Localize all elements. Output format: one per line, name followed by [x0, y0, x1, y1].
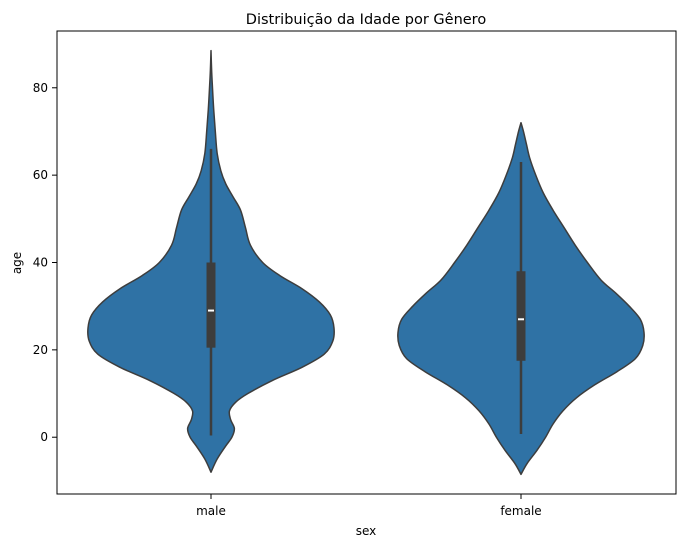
x-axis-ticks: male female [196, 494, 542, 518]
violin-layer [87, 49, 645, 476]
x-tick-label-female: female [500, 504, 541, 518]
y-axis-label: age [10, 252, 24, 274]
violin-female [397, 121, 645, 476]
iqr-box-female [516, 271, 526, 361]
violin-male [87, 49, 335, 473]
y-tick-label: 40 [33, 256, 48, 270]
y-tick-label: 60 [33, 168, 48, 182]
x-axis-label: sex [356, 524, 377, 538]
y-tick-label: 0 [40, 430, 48, 444]
x-tick-label-male: male [196, 504, 226, 518]
y-tick-label: 20 [33, 343, 48, 357]
y-axis-ticks: 0 20 40 60 80 [33, 81, 57, 444]
iqr-box-male [206, 262, 216, 348]
chart-title: Distribuição da Idade por Gênero [246, 12, 487, 28]
y-tick-label: 80 [33, 81, 48, 95]
